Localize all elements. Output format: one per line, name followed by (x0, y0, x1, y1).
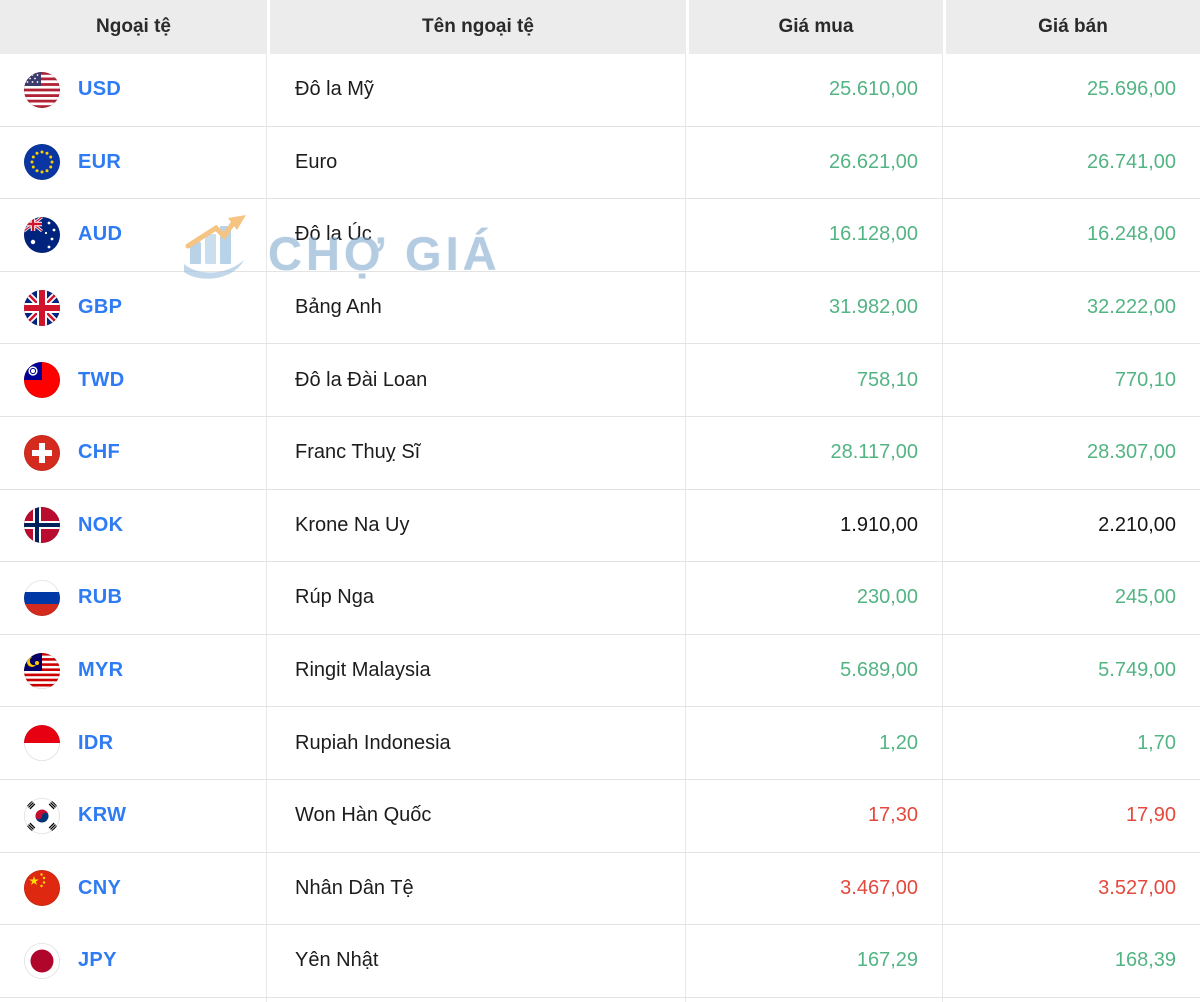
sell-price: 245,00 (1114, 586, 1176, 609)
currency-cell: GBP (0, 271, 267, 344)
table-row: CHF Franc Thuỵ Sĩ 28.117,00 28.307,00 (0, 416, 1200, 490)
sell-price: 3.527,00 (1098, 876, 1176, 899)
currency-code-link[interactable]: CHF (78, 441, 121, 464)
table-row: MYR Ringit Malaysia 5.689,00 5.749,00 (0, 634, 1200, 708)
col-header-currency: Ngoại tệ (0, 0, 267, 54)
currency-code-link[interactable]: CNY (78, 876, 122, 899)
currency-name: Won Hàn Quốc (267, 779, 686, 852)
currency-name: Krone Na Uy (267, 489, 686, 562)
currency-code-link[interactable]: NOK (78, 513, 124, 536)
currency-cell: IDR (0, 707, 267, 779)
sell-price: 1,70 (1137, 731, 1176, 754)
currency-code-link[interactable]: EUR (78, 150, 122, 173)
flag-eu-icon (24, 144, 60, 181)
buy-price: 167,29 (686, 925, 943, 997)
flag-uk-icon (24, 289, 60, 326)
currency-name: Euro (267, 126, 686, 199)
buy-price: 16.128,00 (686, 199, 943, 271)
currency-cell: RUB (0, 562, 267, 634)
sell-price: 16.248,00 (1087, 223, 1176, 246)
currency-name: Đô la Úc (267, 199, 686, 271)
currency-cell: AUD (0, 199, 267, 271)
buy-price: 1,20 (686, 707, 943, 779)
currency-cell: JPY (0, 925, 267, 997)
table-row: JPY Yên Nhật 167,29 168,39 (0, 925, 1200, 998)
currency-cell: CHF (0, 416, 267, 489)
currency-cell: KRW (0, 779, 267, 852)
table-row: CNY Nhân Dân Tệ 3.467,00 3.527,00 (0, 852, 1200, 926)
sell-price: 17,90 (1125, 804, 1176, 827)
buy-price: 17,30 (686, 779, 943, 852)
buy-price: 28.117,00 (686, 416, 943, 489)
sell-price: 25.696,00 (1087, 78, 1176, 101)
table-header: Ngoại tệ Tên ngoại tệ Giá mua Giá bán (0, 0, 1200, 54)
buy-price: 5.689,00 (686, 634, 943, 707)
col-header-buy-price: Giá mua (686, 0, 943, 54)
currency-code-link[interactable]: RUB (78, 586, 123, 609)
table-row: EUR Euro 26.621,00 26.741,00 (0, 126, 1200, 200)
table-row: GBP Bảng Anh 31.982,00 32.222,00 (0, 271, 1200, 345)
currency-cell: CNY (0, 852, 267, 925)
sell-price: 32.222,00 (1087, 296, 1176, 319)
currency-name: Yên Nhật (267, 925, 686, 997)
partial-next-row (0, 997, 1200, 1002)
flag-russia-icon (24, 579, 60, 616)
buy-price: 26.621,00 (686, 126, 943, 199)
currency-code-link[interactable]: USD (78, 78, 122, 101)
currency-cell: USD (0, 54, 267, 126)
flag-norway-icon (24, 507, 60, 544)
currency-name: Rúp Nga (267, 562, 686, 634)
currency-name: Rupiah Indonesia (267, 707, 686, 779)
flag-south-korea-icon (24, 797, 60, 834)
flag-japan-icon (24, 942, 60, 979)
table-row: IDR Rupiah Indonesia 1,20 1,70 (0, 707, 1200, 780)
sell-price: 770,10 (1114, 368, 1176, 391)
currency-code-link[interactable]: GBP (78, 296, 123, 319)
col-header-currency-name: Tên ngoại tệ (267, 0, 686, 54)
currency-name: Nhân Dân Tệ (267, 852, 686, 925)
currency-cell: TWD (0, 344, 267, 416)
buy-price: 3.467,00 (686, 852, 943, 925)
buy-price: 758,10 (686, 344, 943, 416)
sell-price: 28.307,00 (1087, 441, 1176, 464)
currency-code-link[interactable]: IDR (78, 731, 114, 754)
flag-switzerland-icon (24, 434, 60, 471)
flag-taiwan-icon (24, 362, 60, 399)
flag-indonesia-icon (24, 725, 60, 762)
currency-name: Đô la Đài Loan (267, 344, 686, 416)
currency-cell: EUR (0, 126, 267, 199)
buy-price: 230,00 (686, 562, 943, 634)
currency-name: Đô la Mỹ (267, 54, 686, 126)
currency-name: Franc Thuỵ Sĩ (267, 416, 686, 489)
flag-usa-icon (24, 71, 60, 108)
table-row: RUB Rúp Nga 230,00 245,00 (0, 562, 1200, 635)
flag-australia-icon (24, 216, 60, 253)
table-row: NOK Krone Na Uy 1.910,00 2.210,00 (0, 489, 1200, 563)
sell-price: 168,39 (1114, 949, 1176, 972)
currency-code-link[interactable]: KRW (78, 804, 127, 827)
buy-price: 25.610,00 (686, 54, 943, 126)
currency-cell: MYR (0, 634, 267, 707)
flag-china-icon (24, 870, 60, 907)
table-row: USD Đô la Mỹ 25.610,00 25.696,00 (0, 54, 1200, 127)
table-row: AUD Đô la Úc 16.128,00 16.248,00 (0, 199, 1200, 272)
currency-cell: NOK (0, 489, 267, 562)
sell-price: 2.210,00 (1098, 513, 1176, 536)
table-row: KRW Won Hàn Quốc 17,30 17,90 (0, 779, 1200, 853)
sell-price: 5.749,00 (1098, 659, 1176, 682)
table-body: USD Đô la Mỹ 25.610,00 25.696,00 EUR Eur… (0, 54, 1200, 998)
currency-name: Bảng Anh (267, 271, 686, 344)
currency-code-link[interactable]: MYR (78, 659, 124, 682)
sell-price: 26.741,00 (1087, 150, 1176, 173)
buy-price: 1.910,00 (686, 489, 943, 562)
flag-malaysia-icon (24, 652, 60, 689)
currency-code-link[interactable]: TWD (78, 368, 125, 391)
currency-code-link[interactable]: AUD (78, 223, 123, 246)
buy-price: 31.982,00 (686, 271, 943, 344)
table-row: TWD Đô la Đài Loan 758,10 770,10 (0, 344, 1200, 417)
currency-name: Ringit Malaysia (267, 634, 686, 707)
currency-code-link[interactable]: JPY (78, 949, 117, 972)
col-header-sell-price: Giá bán (943, 0, 1200, 54)
